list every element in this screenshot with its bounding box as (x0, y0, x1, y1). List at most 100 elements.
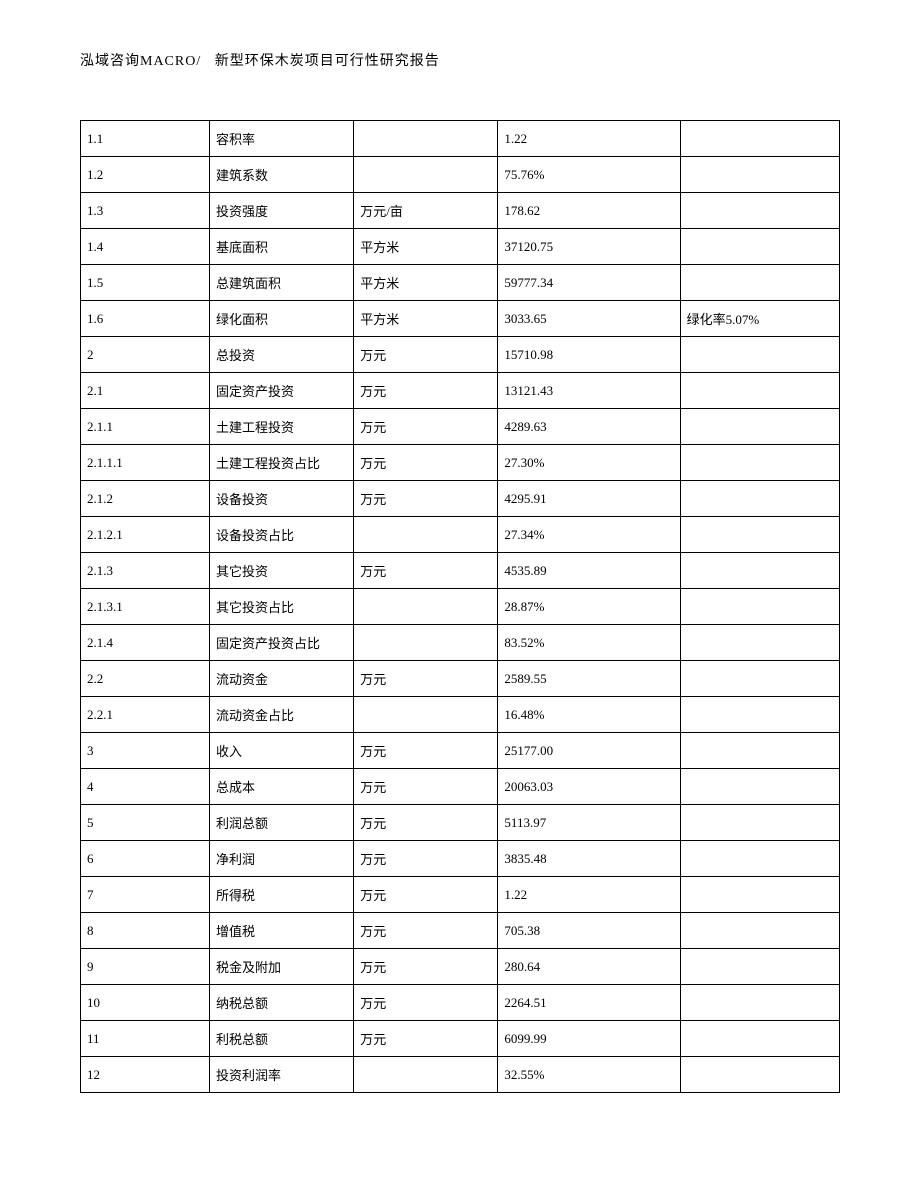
cell-value: 1.22 (498, 121, 680, 157)
cell-name: 总成本 (210, 769, 354, 805)
cell-value: 28.87% (498, 589, 680, 625)
cell-value: 4289.63 (498, 409, 680, 445)
cell-note (680, 445, 839, 481)
cell-unit (354, 1057, 498, 1093)
cell-value: 27.30% (498, 445, 680, 481)
cell-name: 增值税 (210, 913, 354, 949)
cell-name: 设备投资 (210, 481, 354, 517)
table-row: 2总投资万元15710.98 (81, 337, 840, 373)
cell-index: 8 (81, 913, 210, 949)
table-row: 2.1.4固定资产投资占比83.52% (81, 625, 840, 661)
cell-name: 容积率 (210, 121, 354, 157)
cell-name: 总建筑面积 (210, 265, 354, 301)
cell-unit (354, 625, 498, 661)
cell-value: 37120.75 (498, 229, 680, 265)
cell-index: 1.5 (81, 265, 210, 301)
cell-value: 16.48% (498, 697, 680, 733)
cell-note (680, 553, 839, 589)
cell-note (680, 337, 839, 373)
cell-value: 4295.91 (498, 481, 680, 517)
cell-name: 流动资金 (210, 661, 354, 697)
cell-value: 5113.97 (498, 805, 680, 841)
cell-name: 固定资产投资 (210, 373, 354, 409)
cell-unit: 万元 (354, 553, 498, 589)
cell-unit: 万元 (354, 769, 498, 805)
cell-index: 1.2 (81, 157, 210, 193)
table-row: 1.3投资强度万元/亩178.62 (81, 193, 840, 229)
cell-name: 建筑系数 (210, 157, 354, 193)
table-row: 11利税总额万元6099.99 (81, 1021, 840, 1057)
cell-unit: 万元 (354, 985, 498, 1021)
cell-unit: 万元 (354, 733, 498, 769)
cell-note (680, 157, 839, 193)
cell-name: 设备投资占比 (210, 517, 354, 553)
cell-name: 所得税 (210, 877, 354, 913)
table-row: 1.4基底面积平方米37120.75 (81, 229, 840, 265)
table-row: 2.1.1土建工程投资万元4289.63 (81, 409, 840, 445)
cell-unit (354, 157, 498, 193)
cell-name: 投资利润率 (210, 1057, 354, 1093)
table-row: 7所得税万元1.22 (81, 877, 840, 913)
cell-index: 2.1 (81, 373, 210, 409)
cell-index: 7 (81, 877, 210, 913)
cell-value: 20063.03 (498, 769, 680, 805)
cell-value: 4535.89 (498, 553, 680, 589)
cell-unit (354, 121, 498, 157)
cell-unit: 万元 (354, 1021, 498, 1057)
cell-value: 3033.65 (498, 301, 680, 337)
cell-note (680, 121, 839, 157)
cell-unit: 平方米 (354, 265, 498, 301)
cell-note (680, 409, 839, 445)
cell-note (680, 1021, 839, 1057)
cell-note (680, 373, 839, 409)
cell-note (680, 733, 839, 769)
cell-index: 2.1.1 (81, 409, 210, 445)
cell-note (680, 229, 839, 265)
cell-note: 绿化率5.07% (680, 301, 839, 337)
cell-name: 绿化面积 (210, 301, 354, 337)
cell-note (680, 661, 839, 697)
cell-name: 基底面积 (210, 229, 354, 265)
cell-name: 流动资金占比 (210, 697, 354, 733)
cell-value: 15710.98 (498, 337, 680, 373)
table-row: 2.2流动资金万元2589.55 (81, 661, 840, 697)
cell-name: 收入 (210, 733, 354, 769)
cell-unit: 万元 (354, 409, 498, 445)
table-row: 4总成本万元20063.03 (81, 769, 840, 805)
table-row: 8增值税万元705.38 (81, 913, 840, 949)
cell-note (680, 913, 839, 949)
cell-note (680, 193, 839, 229)
cell-unit: 万元 (354, 805, 498, 841)
cell-name: 利税总额 (210, 1021, 354, 1057)
cell-value: 280.64 (498, 949, 680, 985)
cell-name: 其它投资占比 (210, 589, 354, 625)
cell-note (680, 985, 839, 1021)
table-row: 12投资利润率32.55% (81, 1057, 840, 1093)
cell-note (680, 805, 839, 841)
cell-unit: 万元 (354, 877, 498, 913)
cell-unit (354, 697, 498, 733)
cell-value: 1.22 (498, 877, 680, 913)
cell-unit: 万元 (354, 949, 498, 985)
cell-unit: 万元 (354, 913, 498, 949)
table-row: 2.1固定资产投资万元13121.43 (81, 373, 840, 409)
cell-value: 2264.51 (498, 985, 680, 1021)
cell-value: 59777.34 (498, 265, 680, 301)
table-row: 1.2建筑系数75.76% (81, 157, 840, 193)
cell-note (680, 481, 839, 517)
cell-index: 1.6 (81, 301, 210, 337)
table-row: 6净利润万元3835.48 (81, 841, 840, 877)
cell-index: 1.4 (81, 229, 210, 265)
cell-unit (354, 517, 498, 553)
cell-index: 6 (81, 841, 210, 877)
cell-index: 2.1.2.1 (81, 517, 210, 553)
cell-unit: 万元 (354, 337, 498, 373)
cell-index: 9 (81, 949, 210, 985)
table-row: 2.1.3.1其它投资占比28.87% (81, 589, 840, 625)
cell-unit: 平方米 (354, 229, 498, 265)
cell-index: 5 (81, 805, 210, 841)
cell-note (680, 769, 839, 805)
table-row: 9税金及附加万元280.64 (81, 949, 840, 985)
cell-note (680, 589, 839, 625)
cell-index: 1.3 (81, 193, 210, 229)
